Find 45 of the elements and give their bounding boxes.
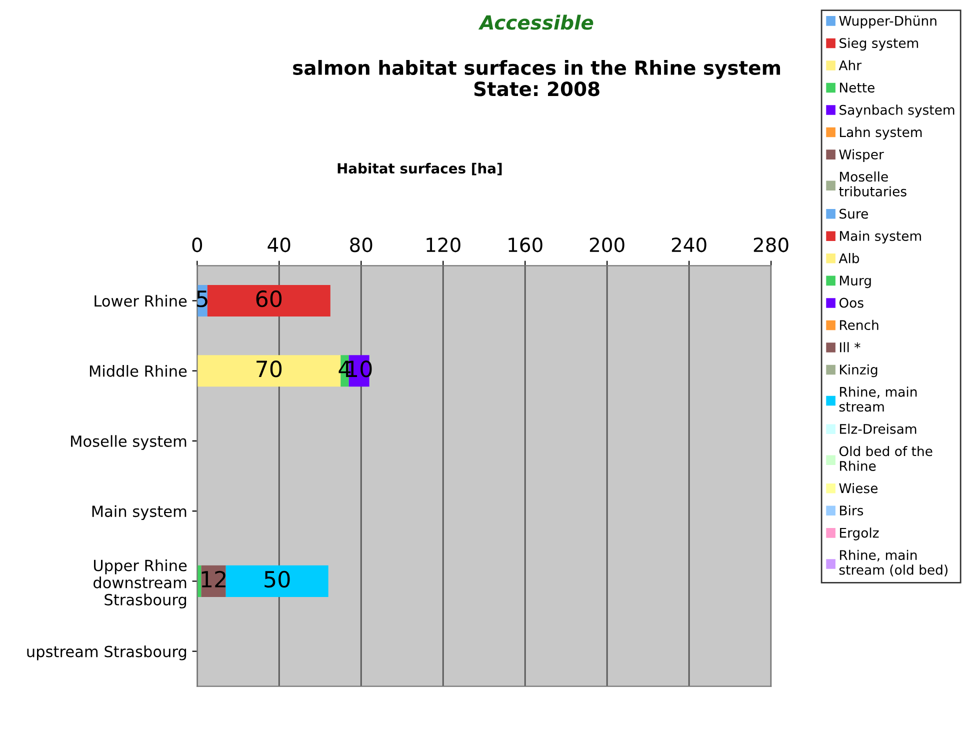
legend-label: Saynbach system bbox=[840, 104, 954, 118]
legend-label: Ill * bbox=[840, 342, 860, 352]
legend-label: Wiese bbox=[839, 483, 878, 494]
legend-label: Sieg system bbox=[840, 38, 918, 51]
legend-label: Elz-Dreisam bbox=[840, 424, 916, 434]
y-tick-label: Main system bbox=[92, 505, 186, 520]
x-tick-label: 40 bbox=[268, 237, 290, 252]
data-label: 50 bbox=[264, 570, 290, 588]
legend-label: Rhine, main stream (old bed) bbox=[839, 550, 948, 576]
legend-label: Rench bbox=[840, 320, 878, 330]
data-label: 5 bbox=[196, 290, 208, 308]
x-tick-label: 80 bbox=[350, 237, 372, 252]
legend-label: Lahn system bbox=[840, 126, 922, 140]
legend-label: Old bed of the Rhine bbox=[839, 446, 932, 471]
legend-label: Wupper-Dhünn bbox=[839, 16, 936, 28]
legend-label: Nette bbox=[840, 82, 874, 93]
x-tick-label: 160 bbox=[508, 237, 542, 252]
y-tick-label: Upper Rhine downstream Strasbourg bbox=[94, 559, 187, 608]
legend-label: Birs bbox=[840, 505, 864, 516]
x-tick-label: 280 bbox=[754, 237, 788, 252]
y-tick-label: Moselle system bbox=[71, 435, 186, 450]
legend-label: Rhine, main stream bbox=[839, 386, 917, 412]
x-tick-label: 120 bbox=[426, 237, 460, 252]
chart-subtitle: salmon habitat surfaces in the Rhine system State: 2008 bbox=[293, 60, 780, 96]
data-label: 12 bbox=[202, 570, 226, 588]
legend-label: Moselle tributaries bbox=[839, 171, 906, 196]
legend-label: Wisper bbox=[839, 149, 884, 162]
chart-title: Accessible bbox=[478, 14, 594, 30]
legend-label: Kinzig bbox=[840, 364, 878, 378]
y-tick-label: upstream Strasbourg bbox=[27, 645, 186, 660]
data-label: 70 bbox=[256, 360, 282, 378]
y-tick-label: Lower Rhine bbox=[94, 294, 187, 307]
legend-label: Murg bbox=[840, 276, 871, 288]
x-tick-label: 200 bbox=[590, 237, 624, 252]
legend-label: Oos bbox=[839, 298, 864, 308]
legend-label: Alb bbox=[838, 253, 860, 264]
legend-label: Ahr bbox=[838, 60, 862, 70]
legend-label: Main system bbox=[840, 230, 921, 244]
legend-label: Ergolz bbox=[840, 528, 879, 540]
text: Habitat surfaces [ha] bbox=[338, 162, 502, 176]
legend-label: Sure bbox=[840, 208, 868, 219]
x-tick-label: 240 bbox=[672, 237, 706, 252]
data-label: 60 bbox=[256, 290, 282, 308]
y-tick-label: Middle Rhine bbox=[90, 365, 187, 377]
x-tick-label: 0 bbox=[192, 237, 202, 252]
